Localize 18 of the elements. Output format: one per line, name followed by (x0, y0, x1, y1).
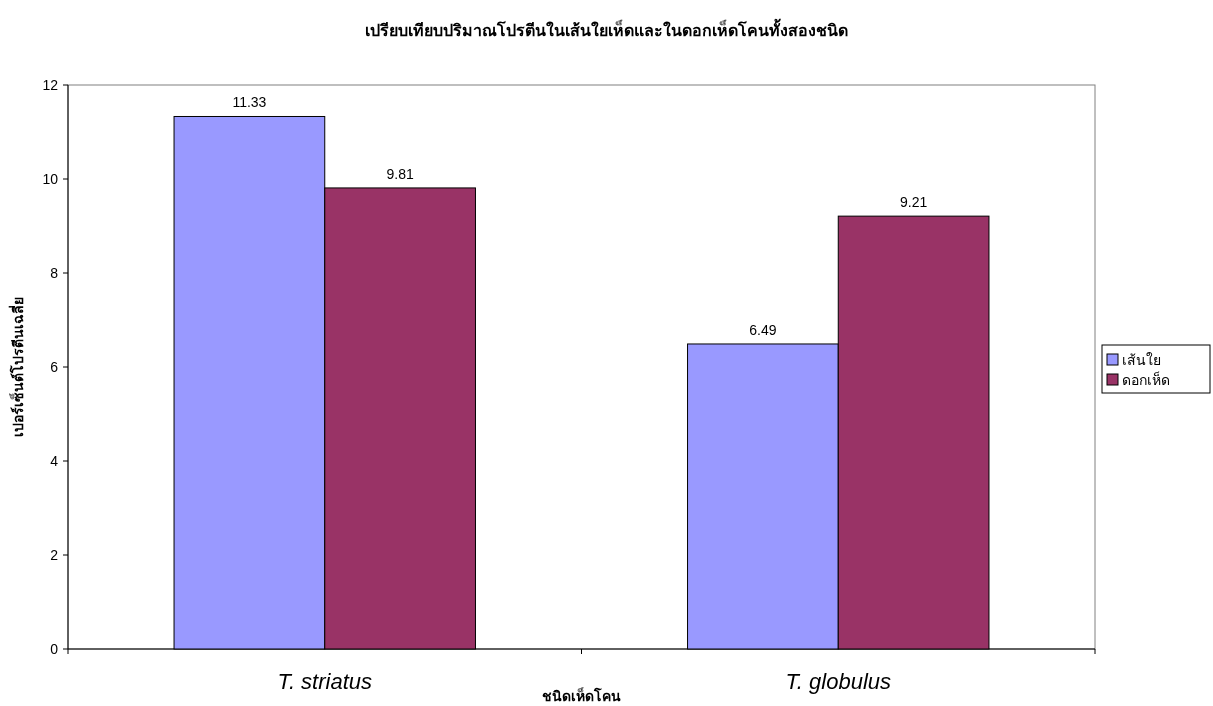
y-tick-label: 4 (50, 453, 59, 469)
y-axis-title: เปอร์เซ็นต์โปรตีนเฉลี่ย (8, 297, 26, 437)
data-label: 9.21 (899, 194, 928, 211)
data-label: 9.81 (386, 165, 414, 182)
y-tick-label: 0 (50, 641, 59, 657)
chart-title: เปรียบเทียบปริมาณโปรตีนในเส้นใยเห็ดและในดอกเห็ดโคนทั้งสองชนิด (365, 18, 848, 39)
legend-label: เส้นใย (1122, 352, 1161, 368)
x-axis-title: ชนิดเห็ดโคน (542, 687, 621, 704)
x-tick-label: T. globulus (785, 669, 892, 694)
x-tick-label: T. striatus (277, 669, 373, 694)
y-tick-label: 12 (42, 77, 59, 93)
data-label: 6.49 (749, 321, 777, 338)
y-tick-label: 2 (50, 547, 59, 563)
y-tick-label: 8 (50, 265, 59, 281)
legend-label: ดอกเห็ด (1122, 371, 1170, 388)
data-label: 11.33 (232, 94, 267, 111)
y-tick-label: 10 (42, 171, 59, 187)
y-tick-label: 6 (50, 359, 59, 375)
